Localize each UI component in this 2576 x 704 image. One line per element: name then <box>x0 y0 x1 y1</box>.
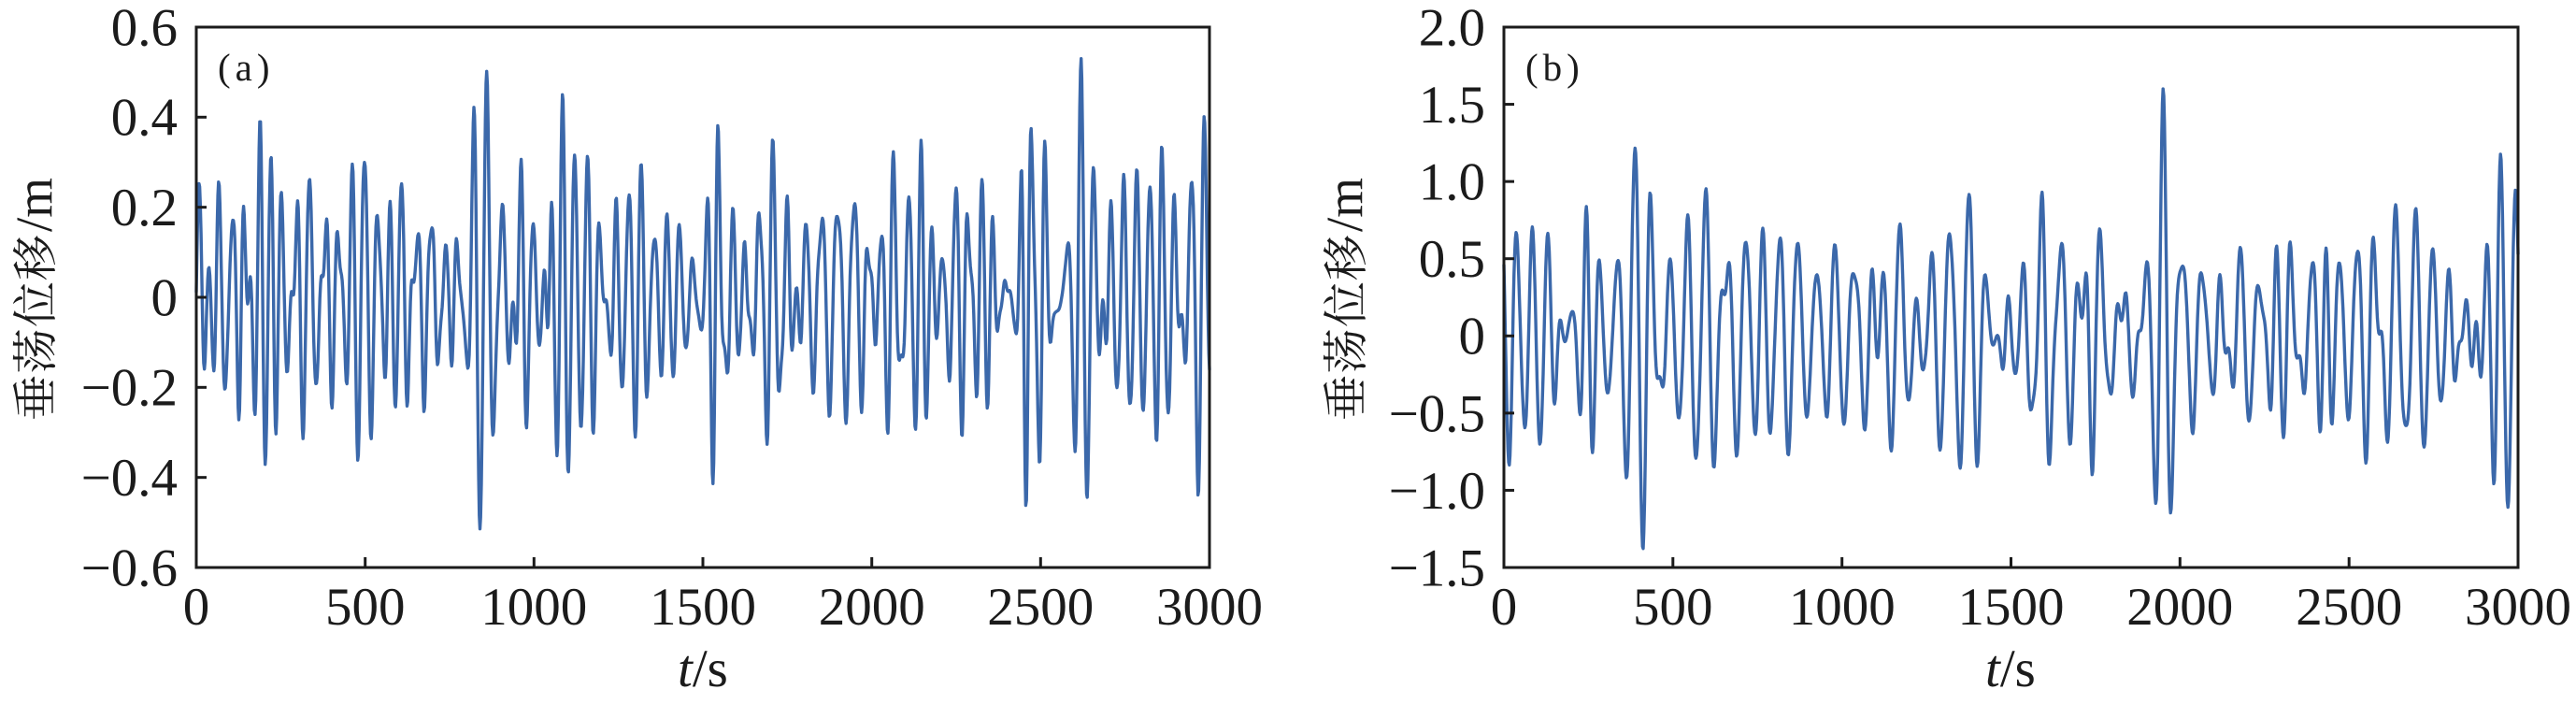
svg-text:500: 500 <box>325 578 406 637</box>
svg-text:3000: 3000 <box>2465 578 2571 637</box>
svg-text:0.4: 0.4 <box>111 89 178 148</box>
svg-text:500: 500 <box>1633 578 1713 637</box>
svg-text:0: 0 <box>1491 578 1518 637</box>
svg-text:2000: 2000 <box>819 578 925 637</box>
svg-text:0.2: 0.2 <box>111 179 178 237</box>
svg-text:−0.4: −0.4 <box>81 449 178 508</box>
svg-text:/m: /m <box>6 178 63 232</box>
svg-text:2500: 2500 <box>987 578 1094 637</box>
svg-text:/m: /m <box>1316 178 1373 232</box>
svg-text:(a): (a) <box>218 46 275 89</box>
svg-text:(b): (b) <box>1525 46 1584 89</box>
svg-text:2000: 2000 <box>2126 578 2233 637</box>
svg-text:t/s: t/s <box>1985 639 2036 698</box>
svg-text:1500: 1500 <box>1958 578 2065 637</box>
svg-text:0.6: 0.6 <box>111 0 178 57</box>
svg-text:3000: 3000 <box>1156 578 1263 637</box>
svg-text:0: 0 <box>1459 308 1486 366</box>
svg-text:1000: 1000 <box>480 578 587 637</box>
svg-text:−0.2: −0.2 <box>81 359 178 418</box>
svg-text:t/s: t/s <box>678 639 728 698</box>
svg-text:2.0: 2.0 <box>1419 0 1485 57</box>
svg-text:1000: 1000 <box>1789 578 1896 637</box>
svg-text:0: 0 <box>151 268 179 327</box>
svg-text:−0.6: −0.6 <box>81 539 178 597</box>
svg-text:2500: 2500 <box>2296 578 2402 637</box>
svg-text:0.5: 0.5 <box>1419 230 1485 289</box>
svg-text:−0.5: −0.5 <box>1389 384 1485 443</box>
svg-text:−1.0: −1.0 <box>1389 462 1485 521</box>
svg-text:1.5: 1.5 <box>1419 76 1485 135</box>
svg-text:1500: 1500 <box>650 578 756 637</box>
svg-text:1.0: 1.0 <box>1419 153 1485 212</box>
svg-text:−1.5: −1.5 <box>1389 539 1485 597</box>
svg-text:0: 0 <box>183 578 210 637</box>
